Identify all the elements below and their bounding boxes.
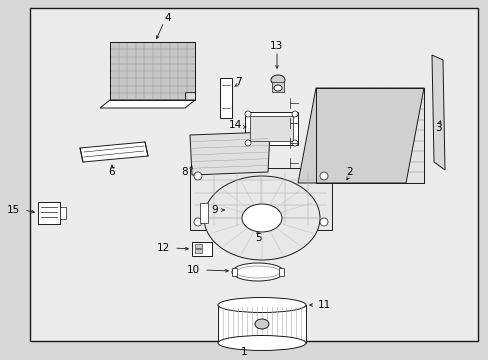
Text: 15: 15: [7, 205, 20, 215]
Polygon shape: [80, 142, 148, 162]
Polygon shape: [220, 78, 231, 118]
Bar: [195, 244, 202, 248]
Circle shape: [291, 111, 297, 117]
Bar: [279, 268, 284, 276]
Polygon shape: [100, 100, 195, 108]
Bar: [190, 168, 331, 230]
Ellipse shape: [218, 336, 305, 351]
Text: 12: 12: [157, 243, 170, 253]
Text: 2: 2: [346, 167, 353, 177]
Bar: [60, 207, 66, 219]
Ellipse shape: [231, 263, 284, 281]
Polygon shape: [110, 42, 195, 100]
Polygon shape: [315, 88, 423, 183]
Bar: [218, 305, 305, 343]
Circle shape: [291, 140, 297, 146]
Text: 11: 11: [317, 300, 330, 310]
Bar: [231, 268, 237, 276]
Text: 7: 7: [235, 77, 241, 87]
Bar: [38, 202, 60, 224]
Ellipse shape: [270, 75, 285, 85]
Polygon shape: [249, 116, 292, 141]
Polygon shape: [184, 92, 195, 100]
Text: 6: 6: [108, 167, 115, 177]
Bar: [192, 242, 212, 256]
Ellipse shape: [218, 297, 305, 312]
Circle shape: [319, 172, 327, 180]
Ellipse shape: [254, 319, 268, 329]
Circle shape: [244, 140, 250, 146]
Bar: [195, 249, 202, 253]
Ellipse shape: [273, 85, 282, 91]
Polygon shape: [244, 112, 297, 145]
Text: 10: 10: [186, 265, 200, 275]
Circle shape: [194, 218, 202, 226]
Text: 5: 5: [254, 233, 261, 243]
Text: 13: 13: [269, 41, 282, 51]
Text: 8: 8: [181, 167, 187, 177]
Text: 4: 4: [164, 13, 171, 23]
Bar: [271, 82, 284, 92]
Polygon shape: [297, 88, 423, 183]
Circle shape: [319, 218, 327, 226]
Bar: [200, 203, 207, 223]
Text: 3: 3: [434, 123, 441, 133]
Text: 14: 14: [228, 120, 242, 130]
Circle shape: [194, 172, 202, 180]
Text: 9: 9: [211, 205, 218, 215]
Ellipse shape: [242, 204, 282, 232]
Text: 1: 1: [240, 347, 247, 357]
Circle shape: [244, 111, 250, 117]
Polygon shape: [190, 132, 269, 175]
Polygon shape: [431, 55, 444, 170]
Ellipse shape: [203, 176, 319, 260]
